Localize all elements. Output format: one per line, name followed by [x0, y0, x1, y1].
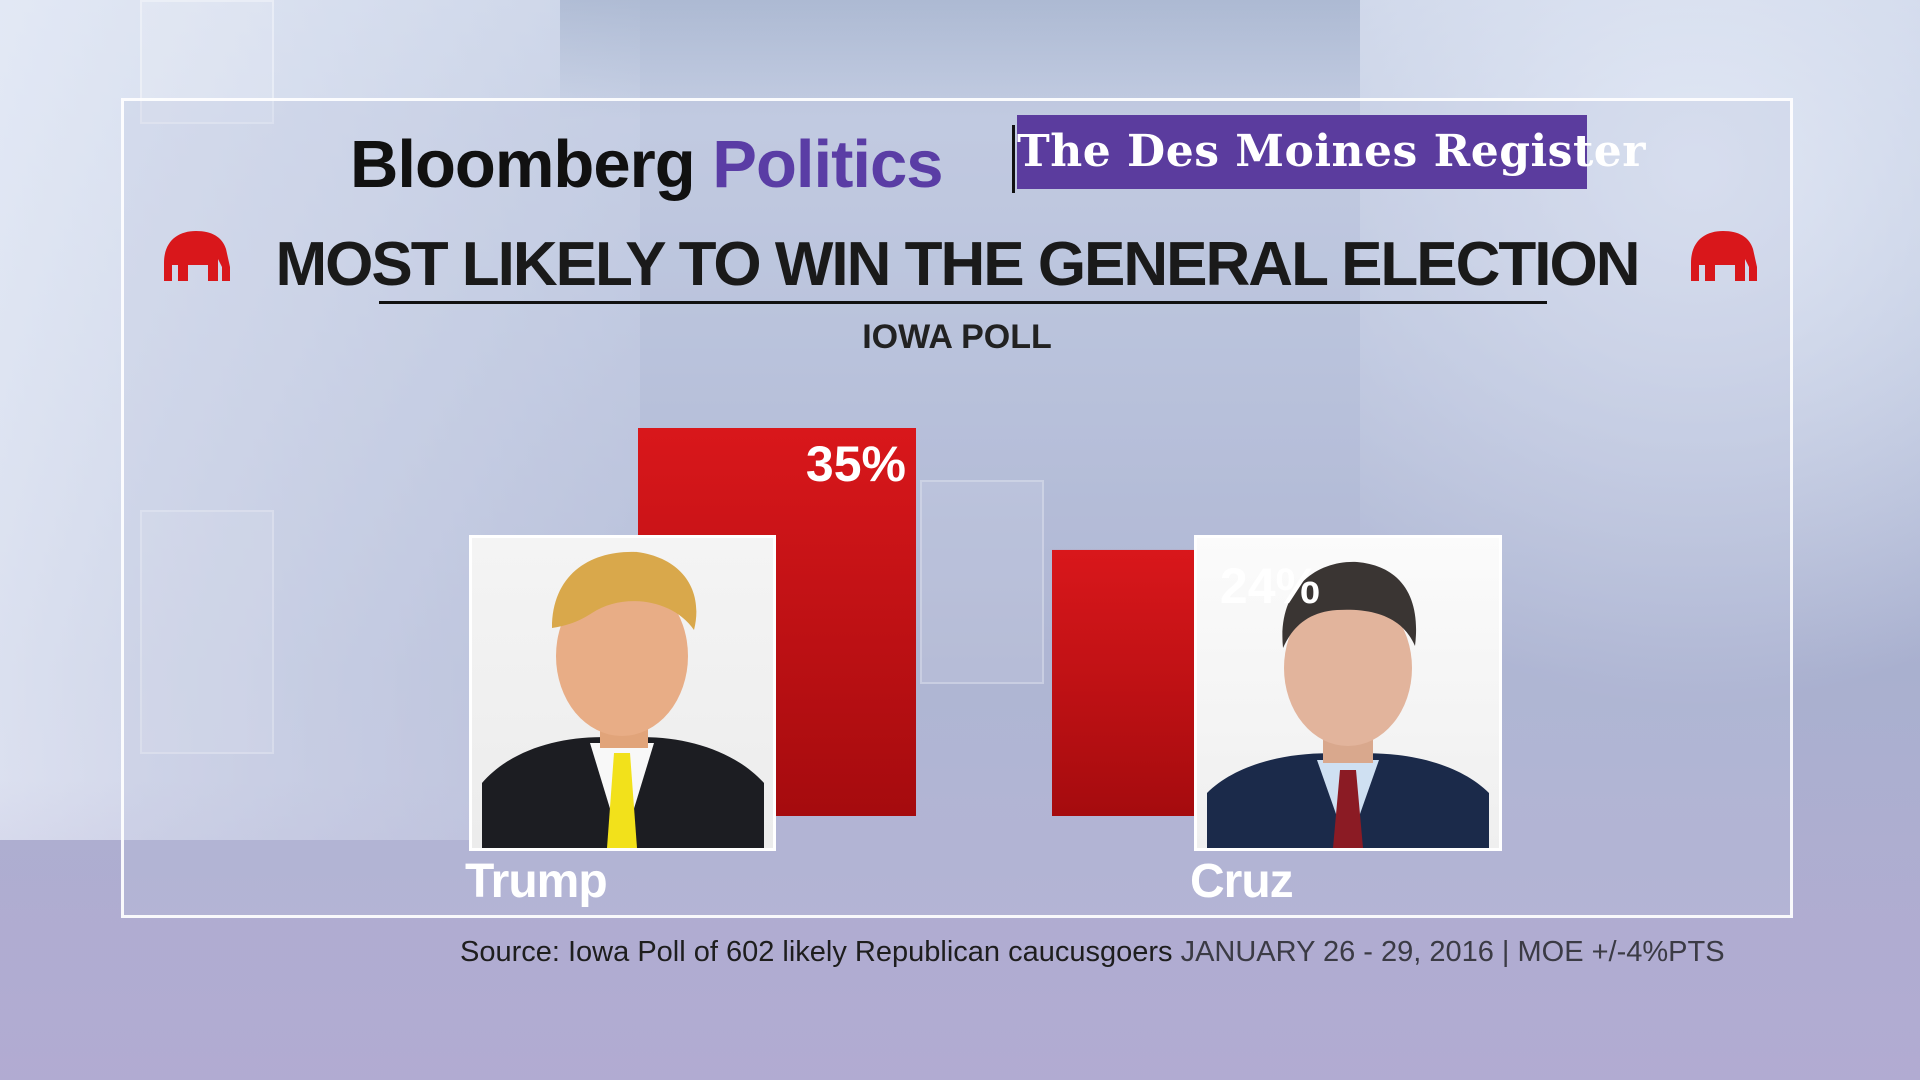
- bloomberg-wordmark: Bloomberg: [350, 127, 696, 202]
- source-dates: JANUARY 26 - 29, 2016 | MOE +/-4%PTS: [1180, 936, 1725, 968]
- title-underline: [379, 301, 1547, 304]
- elephant-icon: [164, 231, 230, 281]
- background-floor: [0, 780, 1920, 1080]
- chart-title: MOST LIKELY TO WIN THE GENERAL ELECTION: [275, 230, 1640, 299]
- background-window: [920, 480, 1044, 684]
- politics-wordmark: Politics: [712, 127, 943, 202]
- category-label-cruz: Cruz: [1190, 855, 1294, 908]
- source-note: Source: Iowa Poll of 602 likely Republic…: [460, 936, 1725, 969]
- background-window: [140, 0, 274, 124]
- source-text: Source: Iowa Poll of 602 likely Republic…: [460, 936, 1173, 968]
- value-label-trump: 35%: [805, 436, 906, 492]
- chart-subtitle: IOWA POLL: [862, 318, 1052, 356]
- trump-portrait: [469, 535, 776, 851]
- elephant-icon: [1691, 231, 1757, 281]
- bloomberg-politics-logo: Bloomberg Politics: [350, 125, 944, 205]
- logo-divider: [1012, 125, 1015, 193]
- category-label-trump: Trump: [465, 855, 608, 908]
- background-window: [140, 510, 274, 754]
- trump-portrait-illustration: [482, 551, 764, 848]
- des-moines-register-logo: The Des Moines Register: [1017, 115, 1645, 189]
- cruz-portrait: [1194, 535, 1502, 851]
- value-label-cruz: 24%: [1219, 557, 1320, 614]
- cruz-portrait-illustration: [1207, 561, 1489, 848]
- chart-panel: Bloomberg Politics The Des Moines Regist…: [121, 98, 1793, 918]
